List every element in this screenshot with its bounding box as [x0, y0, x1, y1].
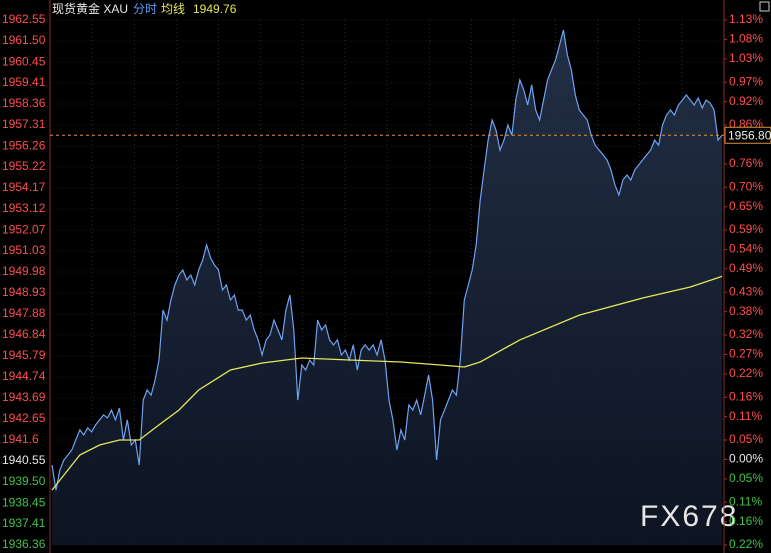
corner-icon[interactable] [759, 1, 770, 12]
y2-tick-label: 0.32% [729, 327, 763, 341]
y-tick-label: 1938.45 [2, 495, 46, 509]
last-price-label: 1956.80 [728, 128, 771, 142]
y-tick-label: 1951.03 [2, 243, 46, 257]
y2-tick-label: 0.00% [729, 452, 763, 466]
legend-price: 分时 [133, 2, 157, 16]
price-area [52, 30, 722, 545]
y-tick-label: 1949.98 [2, 264, 46, 278]
y2-tick-label: 0.92% [729, 94, 763, 108]
y-tick-label: 1960.45 [2, 54, 46, 68]
watermark: FX678 [640, 500, 738, 533]
y2-tick-label: 0.76% [729, 156, 763, 170]
y2-tick-label: 0.97% [729, 74, 763, 88]
y-tick-label: 1962.55 [2, 12, 46, 26]
y2-tick-label: 0.27% [729, 347, 763, 361]
y2-tick-label: 0.22% [729, 366, 763, 380]
y-tick-label: 1954.17 [2, 180, 46, 194]
price-line [51, 29, 723, 491]
y-tick-label: 1961.50 [2, 33, 46, 47]
y-tick-label: 1953.12 [2, 201, 46, 215]
y-tick-label: 1937.41 [2, 516, 46, 530]
y-tick-label: 1952.07 [2, 222, 46, 236]
y-tick-label: 1945.79 [2, 348, 46, 362]
avg-line [51, 275, 723, 491]
y-tick-label: 1948.93 [2, 285, 46, 299]
y2-tick-label: 0.16% [729, 389, 763, 403]
y2-tick-label: 1.03% [729, 51, 763, 65]
y-tick-label: 1947.88 [2, 306, 46, 320]
y2-tick-label: 0.43% [729, 284, 763, 298]
y2-tick-label: 0.59% [729, 222, 763, 236]
y-tick-label: 1940.55 [2, 453, 46, 467]
y2-tick-label: 0.11% [729, 409, 762, 423]
y-tick-label: 1942.65 [2, 411, 46, 425]
chart-title: 现货黄金 XAU [52, 1, 128, 16]
y2-tick-label: 0.70% [729, 179, 763, 193]
y2-tick-label: 0.49% [729, 261, 763, 275]
y-tick-label: 1943.69 [2, 390, 46, 404]
y-tick-label: 1957.31 [2, 117, 46, 131]
y2-tick-label: 0.22% [729, 537, 763, 551]
y-tick-label: 1941.6 [2, 432, 39, 446]
y2-tick-label: 1.13% [729, 12, 763, 26]
y-tick-label: 1944.74 [2, 369, 46, 383]
y-tick-label: 1956.26 [2, 138, 46, 152]
last-price-box [724, 126, 771, 144]
legend-avg: 均线 [161, 2, 185, 16]
y-tick-label: 1955.22 [2, 159, 46, 173]
y-tick-label: 1959.41 [2, 75, 46, 89]
y2-tick-label: 0.11% [729, 494, 762, 508]
y2-tick-label: 0.65% [729, 199, 763, 213]
y2-tick-label: 0.38% [729, 304, 763, 318]
y-tick-label: 1958.36 [2, 96, 46, 110]
avg-value: 1949.76 [193, 2, 237, 16]
y2-tick-label: 0.54% [729, 242, 763, 256]
y2-tick-label: 0.16% [729, 514, 763, 528]
y2-tick-label: 0.05% [729, 432, 763, 446]
y-tick-label: 1939.50 [2, 474, 46, 488]
y2-tick-label: 1.08% [729, 32, 763, 46]
y-tick-label: 1946.84 [2, 327, 46, 341]
y-tick-label: 1936.36 [2, 537, 46, 551]
y2-tick-label: 0.05% [729, 471, 763, 485]
